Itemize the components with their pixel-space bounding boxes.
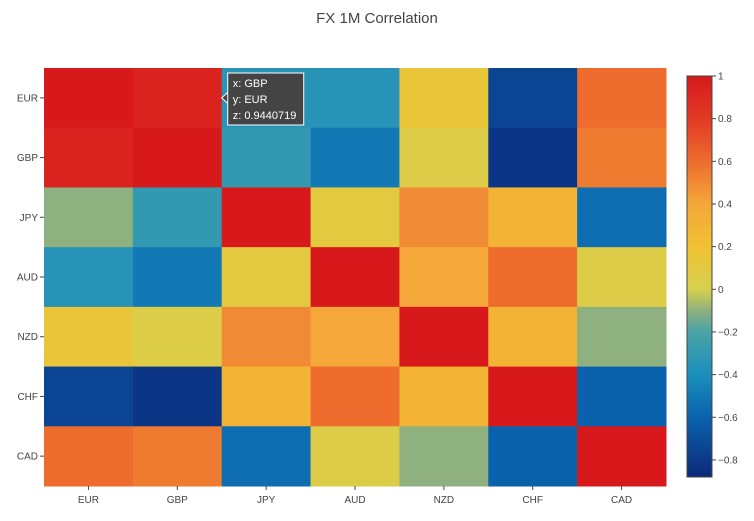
colorbar-tick-label: −0.2 — [718, 327, 738, 338]
y-tick-label: EUR — [17, 93, 38, 104]
heatmap-cell-chf-nzd[interactable] — [399, 366, 489, 427]
colorbar-tick-label: 1 — [718, 72, 724, 83]
x-tick-label: EUR — [78, 495, 99, 506]
heatmap-cell-nzd-chf[interactable] — [488, 306, 578, 368]
heatmap-cell-jpy-eur[interactable] — [44, 187, 134, 248]
y-tick-label: CAD — [17, 452, 38, 463]
heatmap-cell-aud-aud[interactable] — [310, 247, 400, 308]
y-tick-label: CHF — [17, 392, 38, 403]
colorbar-gradient — [686, 75, 713, 478]
x-axis-ticks: EUR GBP JPY AUD NZD CHF CAD — [78, 486, 632, 506]
x-tick-label: JPY — [257, 495, 276, 506]
heatmap-cell-nzd-jpy[interactable] — [221, 306, 312, 368]
colorbar-tick-label: 0.6 — [718, 157, 732, 168]
x-tick-label: AUD — [344, 495, 365, 506]
heatmap-cell-chf-gbp[interactable] — [132, 366, 223, 427]
tooltip-y-line: y: EUR — [233, 94, 268, 106]
heatmap-cell-nzd-aud[interactable] — [310, 306, 400, 368]
colorbar-tick-label: 0.8 — [718, 114, 732, 125]
colorbar-tick-label: 0.4 — [718, 199, 732, 210]
heatmap-cell-eur-nzd[interactable] — [399, 68, 489, 129]
heatmap-cell-chf-aud[interactable] — [310, 366, 400, 427]
y-axis-ticks: EUR GBP JPY AUD NZD CHF CAD — [17, 93, 44, 463]
tooltip-x-line: x: GBP — [233, 78, 268, 90]
heatmap-cell-cad-gbp[interactable] — [132, 426, 223, 487]
heatmap-cell-gbp-nzd[interactable] — [399, 127, 489, 188]
heatmap-cell-jpy-nzd[interactable] — [399, 187, 489, 248]
heatmap-cell-aud-nzd[interactable] — [399, 247, 489, 308]
heatmap-cell-nzd-nzd[interactable] — [399, 306, 489, 368]
heatmap-cell-jpy-gbp[interactable] — [132, 187, 223, 248]
heatmap-cell-jpy-cad[interactable] — [577, 187, 667, 248]
heatmap-cell-cad-chf[interactable] — [488, 426, 578, 487]
heatmap-cell-jpy-jpy[interactable] — [221, 187, 312, 248]
tooltip-box — [227, 72, 305, 126]
x-tick-label: NZD — [434, 495, 455, 506]
heatmap-cell-gbp-cad[interactable] — [577, 127, 667, 188]
heatmap-cells — [44, 68, 667, 487]
chart-title: FX 1M Correlation — [316, 10, 438, 27]
heatmap-cell-gbp-aud[interactable] — [310, 127, 400, 188]
heatmap-cell-gbp-eur[interactable] — [44, 127, 134, 188]
x-tick-label: GBP — [167, 495, 188, 506]
heatmap-cell-jpy-chf[interactable] — [488, 187, 578, 248]
y-tick-label: JPY — [20, 213, 39, 224]
heatmap-cell-jpy-aud[interactable] — [310, 187, 400, 248]
y-tick-label: NZD — [17, 332, 38, 343]
y-tick-label: GBP — [17, 153, 38, 164]
heatmap-cell-cad-aud[interactable] — [310, 426, 400, 487]
heatmap-cell-aud-jpy[interactable] — [221, 247, 312, 308]
heatmap-cell-cad-cad[interactable] — [577, 426, 667, 487]
heatmap-cell-chf-cad[interactable] — [577, 366, 667, 427]
heatmap-cell-cad-jpy[interactable] — [221, 426, 312, 487]
heatmap-cell-eur-chf[interactable] — [488, 68, 578, 129]
heatmap-cell-cad-eur[interactable] — [44, 426, 134, 487]
heatmap-cell-nzd-eur[interactable] — [44, 306, 134, 368]
heatmap-cell-eur-cad[interactable] — [577, 68, 667, 129]
heatmap-cell-chf-chf[interactable] — [488, 366, 578, 427]
heatmap-cell-eur-gbp[interactable] — [132, 68, 223, 129]
x-tick-label: CAD — [611, 495, 632, 506]
heatmap-cell-eur-aud[interactable] — [310, 68, 400, 129]
colorbar-tick-label: −0.4 — [718, 370, 738, 381]
tooltip-z-line: z: 0.9440719 — [233, 110, 297, 122]
heatmap-cell-gbp-chf[interactable] — [488, 127, 578, 188]
heatmap-cell-aud-gbp[interactable] — [132, 247, 223, 308]
heatmap-cell-nzd-cad[interactable] — [577, 306, 667, 368]
heatmap-cell-chf-jpy[interactable] — [221, 366, 312, 427]
colorbar-tick-label: −0.6 — [718, 413, 738, 424]
y-tick-label: AUD — [17, 273, 38, 284]
heatmap-cell-eur-eur[interactable] — [44, 68, 134, 129]
heatmap-cell-chf-eur[interactable] — [44, 366, 134, 427]
heatmap-cell-aud-cad[interactable] — [577, 247, 667, 308]
x-tick-label: CHF — [522, 495, 543, 506]
colorbar: 1 0.8 0.6 0.4 0.2 0 −0.2 −0.4 −0.6 −0.8 — [686, 72, 738, 478]
heatmap-cell-nzd-gbp[interactable] — [132, 306, 223, 368]
colorbar-tick-label: 0 — [718, 285, 724, 296]
heatmap-cell-gbp-gbp[interactable] — [132, 127, 223, 188]
colorbar-tick-label: −0.8 — [718, 455, 738, 466]
heatmap-cell-gbp-jpy[interactable] — [221, 127, 312, 188]
heatmap-cell-cad-nzd[interactable] — [399, 426, 489, 487]
colorbar-tick-label: 0.2 — [718, 242, 732, 253]
heatmap-cell-aud-chf[interactable] — [488, 247, 578, 308]
heatmap-cell-aud-eur[interactable] — [44, 247, 134, 308]
hover-tooltip: x: GBP y: EUR z: 0.9440719 — [220, 72, 305, 126]
